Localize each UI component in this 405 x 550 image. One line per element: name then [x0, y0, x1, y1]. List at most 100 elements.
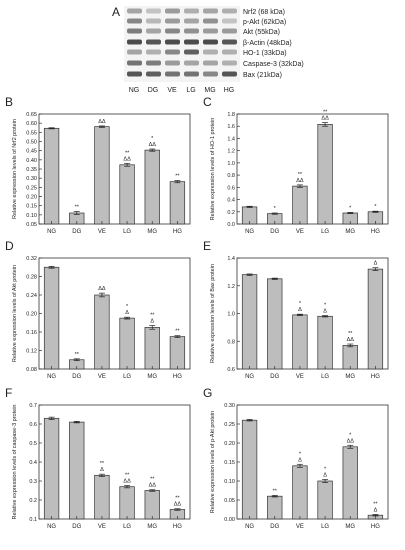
blot-band [165, 71, 180, 77]
x-tick-label: VE [296, 229, 304, 235]
blot-band [165, 39, 180, 45]
x-tick-label: VE [98, 229, 106, 235]
blot-band [203, 71, 218, 77]
y-tick-label: 0.8 [227, 173, 235, 179]
significance-mark: ** [150, 477, 155, 483]
blot-band [127, 18, 142, 24]
y-tick-label: 0.08 [26, 367, 37, 373]
y-tick-label: 1.2 [227, 284, 235, 290]
panel-a-letter: A [112, 5, 120, 19]
y-tick-label: 1.6 [227, 124, 235, 130]
significance-mark: ΔΔ [149, 142, 157, 148]
bar [267, 278, 283, 370]
x-tick-label: MG [147, 374, 157, 380]
blot-band [222, 60, 237, 66]
plot-frame [236, 404, 389, 520]
bar [43, 266, 60, 370]
x-tick-label: HG [371, 524, 380, 530]
plot-frame [38, 404, 191, 520]
x-tick-label: LG [123, 524, 131, 530]
panel-a: A Nrf2 (68 kDa) p-Akt (62kDa) Akt (55kDa… [112, 5, 304, 94]
bar [241, 419, 258, 520]
y-tick-label: 0.20 [26, 312, 37, 318]
y-tick-label: 0.30 [224, 403, 235, 409]
blot-band [127, 8, 142, 14]
bar [342, 345, 358, 370]
y-tick-label: 0.50 [26, 140, 37, 146]
significance-mark: Δ [374, 507, 378, 513]
x-tick-label: MG [147, 524, 157, 530]
panel-letter: F [5, 386, 12, 400]
bar [94, 126, 110, 225]
significance-mark: * [349, 432, 352, 438]
y-axis-label: Relative expression levels of caspase-3 … [12, 405, 18, 520]
x-tick-label: MG [345, 374, 355, 380]
x-tick-label: NG [47, 524, 56, 530]
blot-band [146, 49, 161, 55]
blot-band [146, 71, 161, 77]
y-tick-label: 0.12 [26, 349, 37, 355]
bar [119, 164, 135, 225]
significance-mark: * [349, 205, 352, 211]
significance-mark: ** [75, 205, 80, 211]
blot-band [127, 39, 142, 45]
chart-panel-e: E 0.6 0.8 1.0 1.2 1.4 Relative expression leve… [203, 239, 389, 380]
significance-mark: ** [175, 496, 180, 502]
blot-band [222, 28, 237, 34]
y-tick-label: 0.60 [26, 121, 37, 127]
significance-mark: * [324, 466, 327, 472]
lane-label: HG [224, 87, 235, 94]
bar [317, 124, 333, 225]
blot-band [222, 39, 237, 45]
bar [169, 181, 186, 225]
blot-band [146, 39, 161, 45]
x-tick-label: NG [245, 524, 254, 530]
significance-mark: Δ [298, 457, 302, 463]
significance-mark: Δ [150, 319, 154, 325]
significance-mark: ΔΔ [296, 178, 304, 184]
blot-bands [127, 8, 237, 77]
bar [144, 149, 160, 225]
bar [367, 268, 384, 370]
bar [43, 417, 60, 520]
blot-band [184, 28, 199, 34]
blot-band [146, 8, 161, 14]
y-tick-label: 0.05 [224, 498, 235, 504]
x-tick-label: LG [321, 524, 329, 530]
significance-mark: Δ [298, 307, 302, 313]
significance-mark: ** [323, 110, 328, 116]
band-label: Akt (55kDa) [243, 29, 280, 36]
bar [267, 495, 283, 520]
y-tick-label: 0.3 [29, 479, 37, 485]
plot-frame [236, 257, 389, 370]
bar-charts: B 0.05 0.10 0.15 0.20 0.25 0.30 0.35 0.40 0.45 0.5… [5, 95, 389, 530]
chart-panel-g: G 0.00 0.05 0.10 0.15 0.20 0.25 0.30 Relative ex… [203, 386, 389, 530]
blot-band [203, 8, 218, 14]
bar [94, 474, 110, 520]
x-tick-label: MG [345, 229, 355, 235]
bar [317, 480, 333, 520]
band-label: β-Actin (48kDa) [243, 40, 292, 47]
y-axis-label: Relative expression levels of HO-1 prote… [210, 118, 216, 221]
bar [292, 314, 308, 370]
x-tick-label: MG [345, 524, 355, 530]
y-tick-label: 0.30 [26, 176, 37, 182]
blot-band [184, 49, 199, 55]
x-tick-label: NG [47, 229, 56, 235]
blot-band [203, 39, 218, 45]
significance-mark: ΔΔ [98, 119, 106, 125]
y-tick-label: 0.20 [26, 195, 37, 201]
x-tick-label: HG [173, 374, 182, 380]
significance-mark: ΔΔ [123, 479, 131, 485]
y-tick-label: 0.7 [29, 403, 37, 409]
x-tick-label: DG [72, 524, 81, 530]
blot-band [203, 28, 218, 34]
x-tick-label: LG [321, 229, 329, 235]
y-tick-label: 0.16 [26, 330, 37, 336]
significance-mark: * [274, 206, 277, 212]
lane-label: VE [167, 87, 177, 94]
significance-mark: ** [125, 473, 130, 479]
blot-band [165, 28, 180, 34]
y-axis-label: Relative expression levels of Nrf2 prote… [12, 119, 18, 219]
blot-band [184, 60, 199, 66]
